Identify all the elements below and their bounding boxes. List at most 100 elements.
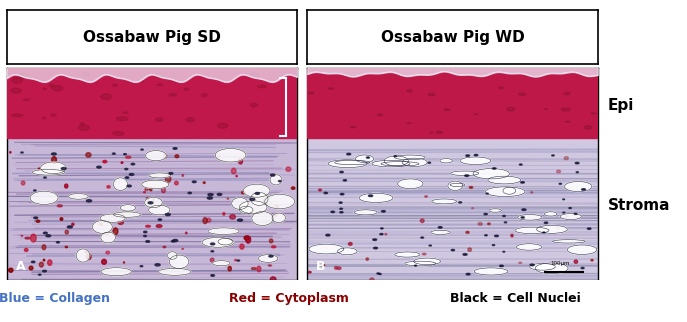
Ellipse shape (25, 237, 30, 239)
Ellipse shape (237, 260, 240, 261)
Ellipse shape (146, 225, 150, 227)
Ellipse shape (39, 262, 43, 267)
Ellipse shape (87, 200, 91, 202)
Text: Ossabaw Pig SD: Ossabaw Pig SD (83, 30, 221, 44)
Ellipse shape (431, 230, 450, 234)
Ellipse shape (171, 241, 174, 242)
Ellipse shape (211, 251, 214, 252)
Ellipse shape (106, 251, 109, 254)
Ellipse shape (519, 164, 522, 165)
Ellipse shape (100, 94, 111, 99)
Ellipse shape (106, 234, 108, 235)
Ellipse shape (25, 249, 28, 251)
Ellipse shape (100, 214, 125, 222)
Ellipse shape (21, 235, 23, 236)
Ellipse shape (522, 209, 526, 211)
Ellipse shape (36, 220, 40, 222)
Ellipse shape (537, 225, 567, 233)
Ellipse shape (121, 162, 123, 163)
Ellipse shape (448, 181, 462, 190)
Ellipse shape (272, 213, 286, 223)
Ellipse shape (203, 182, 205, 184)
Ellipse shape (394, 155, 425, 160)
Ellipse shape (184, 88, 188, 90)
Ellipse shape (428, 162, 431, 163)
Ellipse shape (118, 221, 124, 224)
Ellipse shape (244, 236, 249, 240)
Ellipse shape (271, 246, 275, 248)
Ellipse shape (166, 213, 170, 216)
Ellipse shape (207, 197, 212, 199)
Ellipse shape (65, 184, 68, 188)
Ellipse shape (186, 118, 194, 122)
Ellipse shape (144, 192, 146, 193)
Ellipse shape (107, 185, 110, 188)
Ellipse shape (144, 235, 146, 237)
Ellipse shape (511, 234, 513, 237)
Ellipse shape (567, 245, 597, 254)
Ellipse shape (142, 180, 169, 189)
Ellipse shape (339, 202, 342, 203)
Ellipse shape (223, 213, 225, 215)
Ellipse shape (113, 228, 118, 235)
Ellipse shape (488, 176, 521, 184)
Ellipse shape (381, 211, 385, 212)
Ellipse shape (444, 109, 450, 110)
Ellipse shape (141, 81, 144, 82)
Ellipse shape (488, 223, 491, 225)
Ellipse shape (385, 233, 387, 235)
Ellipse shape (269, 265, 271, 266)
Ellipse shape (23, 99, 30, 100)
Ellipse shape (407, 90, 412, 92)
Ellipse shape (43, 88, 46, 90)
Ellipse shape (255, 193, 260, 194)
Ellipse shape (340, 194, 344, 195)
Ellipse shape (429, 245, 431, 246)
Ellipse shape (258, 255, 278, 262)
Ellipse shape (378, 201, 381, 203)
Ellipse shape (466, 273, 470, 275)
Ellipse shape (429, 93, 436, 96)
Ellipse shape (319, 189, 322, 191)
Ellipse shape (120, 205, 135, 211)
Ellipse shape (366, 258, 368, 260)
Ellipse shape (129, 174, 134, 175)
Ellipse shape (99, 223, 102, 225)
Ellipse shape (145, 197, 162, 208)
Ellipse shape (451, 171, 479, 175)
Ellipse shape (350, 127, 356, 128)
Ellipse shape (65, 246, 67, 248)
Ellipse shape (340, 171, 344, 173)
Ellipse shape (153, 199, 154, 200)
Ellipse shape (251, 192, 268, 205)
Ellipse shape (80, 123, 84, 125)
Ellipse shape (166, 175, 171, 182)
Ellipse shape (530, 263, 555, 270)
Ellipse shape (42, 245, 46, 250)
Ellipse shape (173, 147, 177, 149)
Ellipse shape (113, 131, 124, 135)
Ellipse shape (49, 84, 54, 87)
Ellipse shape (125, 177, 128, 178)
Ellipse shape (484, 213, 487, 215)
Ellipse shape (158, 219, 161, 221)
Ellipse shape (291, 187, 295, 189)
Ellipse shape (217, 194, 222, 195)
Ellipse shape (398, 179, 423, 189)
Ellipse shape (271, 174, 275, 176)
Ellipse shape (564, 157, 568, 160)
Ellipse shape (521, 182, 524, 183)
Ellipse shape (378, 114, 383, 116)
Ellipse shape (421, 237, 424, 238)
Ellipse shape (475, 114, 477, 115)
Ellipse shape (43, 232, 47, 234)
Ellipse shape (423, 253, 426, 255)
Ellipse shape (495, 235, 498, 237)
Bar (7, 68, 297, 138)
Ellipse shape (243, 184, 270, 197)
Ellipse shape (208, 228, 239, 234)
Ellipse shape (47, 260, 52, 265)
Ellipse shape (71, 223, 74, 225)
Ellipse shape (405, 261, 436, 266)
Ellipse shape (215, 148, 246, 162)
